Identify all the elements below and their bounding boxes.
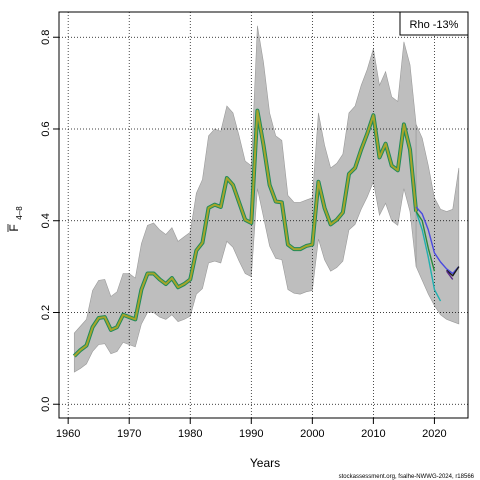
x-tick-label: 1980 (178, 428, 202, 440)
y-tick-label: 0.2 (40, 305, 52, 320)
x-tick-label: 1970 (117, 428, 141, 440)
retro-peel-line-2 (415, 211, 442, 302)
y-tick-label: 0.6 (40, 121, 52, 136)
x-axis: 1960 1970 1980 1990 2000 2010 2020 (56, 417, 447, 440)
retro-peel-line-1 (415, 206, 460, 275)
x-tick-label: 1990 (239, 428, 263, 440)
y-tick-label: 0.4 (40, 213, 52, 228)
retro-peel-line-3 (415, 211, 436, 272)
y-tick-label: 0.8 (40, 30, 52, 45)
legend-frame (399, 11, 469, 36)
retro-peel-line-4 (446, 266, 460, 277)
confidence-band-main (73, 25, 417, 373)
y-axis-title-main: F (7, 224, 21, 231)
credit-text: stockassessment.org, fsalhe-NWWG-2024, r… (339, 474, 475, 480)
x-tick-label: 2010 (361, 428, 385, 440)
legend-label: Rho -13% (410, 19, 459, 31)
series-line-main (73, 109, 418, 357)
y-axis-title-sub: 4–8 (15, 206, 24, 220)
grid-lines (59, 12, 468, 418)
x-tick-label: 1960 (56, 428, 80, 440)
series-lines (72, 108, 460, 358)
legend-box: Rho -13% (399, 11, 469, 36)
y-axis-title: F 4–8 (7, 206, 24, 232)
y-tick-label: 0.0 (40, 397, 52, 412)
x-tick-label: 2000 (300, 428, 324, 440)
y-axis: 0.0 0.2 0.4 0.6 0.8 (40, 30, 60, 412)
x-axis-title: Years (250, 456, 280, 470)
retro-peel-line-5 (446, 270, 454, 280)
x-tick-label: 2020 (422, 428, 446, 440)
